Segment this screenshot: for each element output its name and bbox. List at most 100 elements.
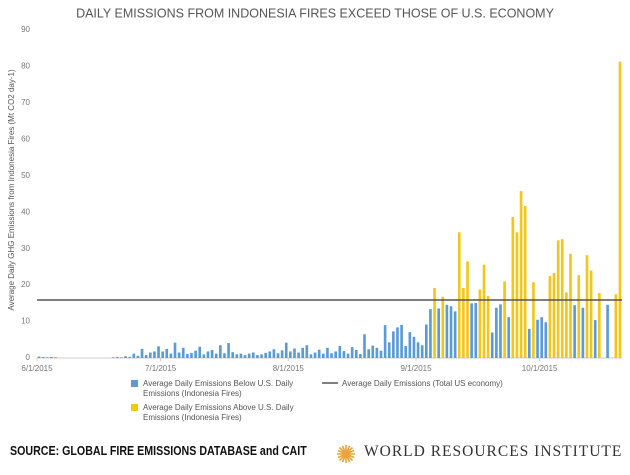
bar (363, 334, 366, 358)
publisher: WORLD RESOURCES INSTITUTE (364, 443, 623, 460)
legend-label: Average Daily Emissions (Total US econom… (342, 379, 503, 388)
bar (165, 348, 169, 358)
bar (223, 353, 226, 358)
bar (276, 353, 280, 358)
bar (400, 324, 403, 358)
bar (148, 352, 152, 358)
bar (519, 191, 523, 358)
bar (251, 352, 255, 358)
bar (371, 345, 375, 358)
bar (264, 352, 267, 358)
bar (301, 347, 305, 358)
chart-title: DAILY EMISSIONS FROM INDONESIA FIRES EXC… (76, 6, 555, 20)
bar (445, 304, 449, 358)
bar (231, 352, 235, 358)
bar (235, 354, 239, 358)
bar (140, 348, 144, 358)
y-axis-title: Average Daily GHG Emissions from Indones… (7, 69, 16, 311)
bar (404, 345, 408, 358)
bar (161, 351, 164, 358)
bar (544, 322, 548, 358)
bar (37, 356, 41, 358)
bar (581, 307, 585, 358)
bar (45, 357, 49, 358)
y-tick-label: 0 (26, 353, 31, 362)
source: SOURCE: GLOBAL FIRE EMISSIONS DATABASE a… (10, 443, 307, 458)
bar (334, 351, 337, 358)
bar (499, 304, 502, 358)
bar (260, 354, 263, 358)
bar (507, 317, 511, 358)
legend-label: Average Daily Emissions Below U.S. Daily… (143, 379, 294, 398)
bar (120, 357, 123, 358)
bar (486, 296, 490, 358)
bar (219, 345, 222, 358)
bar (169, 353, 173, 358)
bar (350, 347, 354, 358)
bar (268, 351, 272, 358)
bar (177, 352, 181, 358)
bar (577, 275, 581, 358)
bar (239, 353, 243, 358)
bar (132, 353, 136, 358)
bar (478, 289, 482, 358)
bar (359, 353, 362, 358)
bar (552, 273, 556, 358)
bar (206, 351, 210, 358)
bar (379, 350, 383, 358)
y-tick-label: 70 (21, 98, 30, 107)
bar (556, 240, 560, 358)
bar (511, 216, 515, 358)
bar (540, 317, 543, 358)
bar (157, 346, 160, 358)
bar (536, 319, 539, 358)
bar (482, 264, 486, 358)
bar (560, 239, 564, 358)
x-tick-label: 6/1/2015 (21, 364, 53, 373)
bar (181, 347, 185, 358)
bar (462, 288, 465, 358)
bar (50, 356, 53, 358)
x-tick-label: 9/1/2015 (400, 364, 432, 373)
bar (111, 357, 115, 358)
bar (153, 351, 156, 358)
bar (322, 353, 325, 358)
legend-label: Average Daily Emissions Above U.S. Daily… (143, 403, 294, 422)
bar (589, 270, 593, 358)
bar (330, 353, 333, 358)
bar (210, 349, 214, 358)
bar (313, 352, 317, 358)
bar (392, 331, 395, 358)
bar (243, 355, 247, 358)
bar (190, 352, 193, 358)
bar (548, 276, 552, 358)
bar (429, 309, 432, 358)
bar (527, 328, 531, 358)
bar (326, 347, 329, 358)
bar (449, 306, 453, 358)
bar (573, 305, 576, 358)
bar (383, 325, 387, 358)
bar (342, 351, 346, 358)
bar (387, 342, 391, 358)
bar (515, 232, 519, 358)
bar (198, 346, 202, 358)
y-tick-label: 60 (21, 134, 30, 143)
bar (173, 342, 177, 358)
bar (598, 293, 601, 358)
y-tick-label: 80 (21, 62, 30, 71)
bar (136, 355, 140, 358)
bar (375, 347, 379, 358)
bar (354, 349, 358, 358)
bar (412, 336, 416, 358)
y-tick-label: 50 (21, 171, 30, 180)
bar (396, 327, 399, 358)
bar (202, 354, 206, 358)
legend-swatch (131, 380, 138, 387)
bar (565, 292, 568, 358)
bar (585, 255, 589, 358)
bar (424, 324, 428, 358)
bar (618, 61, 622, 358)
